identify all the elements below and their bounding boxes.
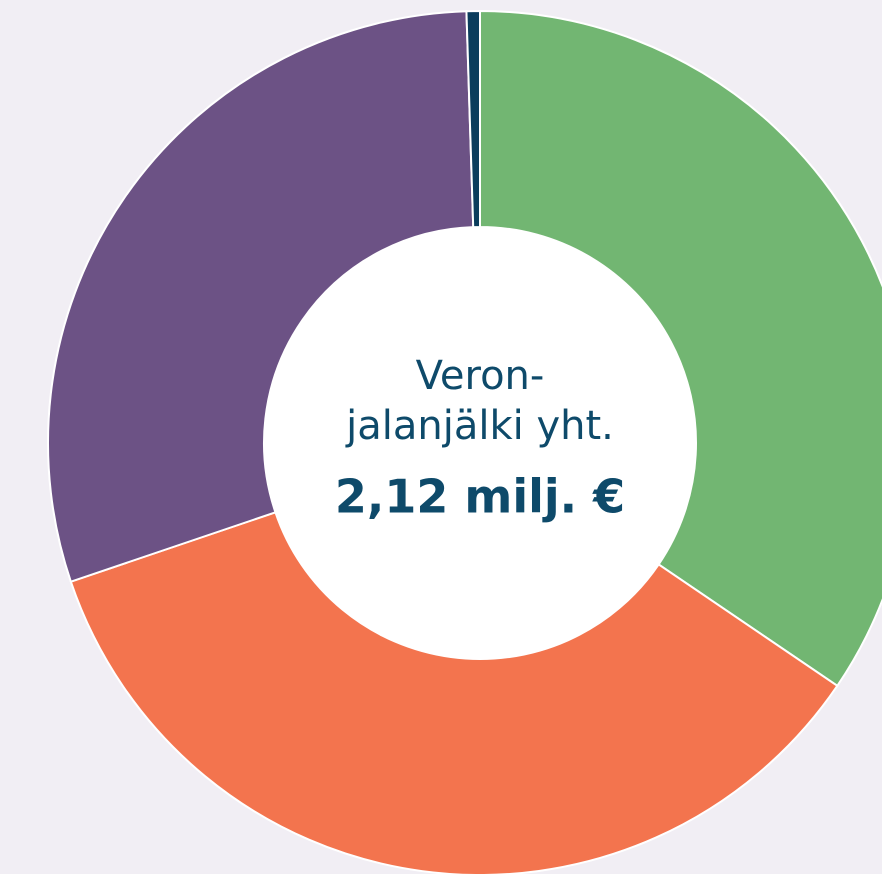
donut xyxy=(47,9,882,874)
donut-hole xyxy=(264,227,696,659)
center-label: Veron- xyxy=(416,353,545,399)
center-value: 2,12 milj. € xyxy=(335,470,625,524)
center-label: jalanjälki yht. xyxy=(345,403,614,449)
